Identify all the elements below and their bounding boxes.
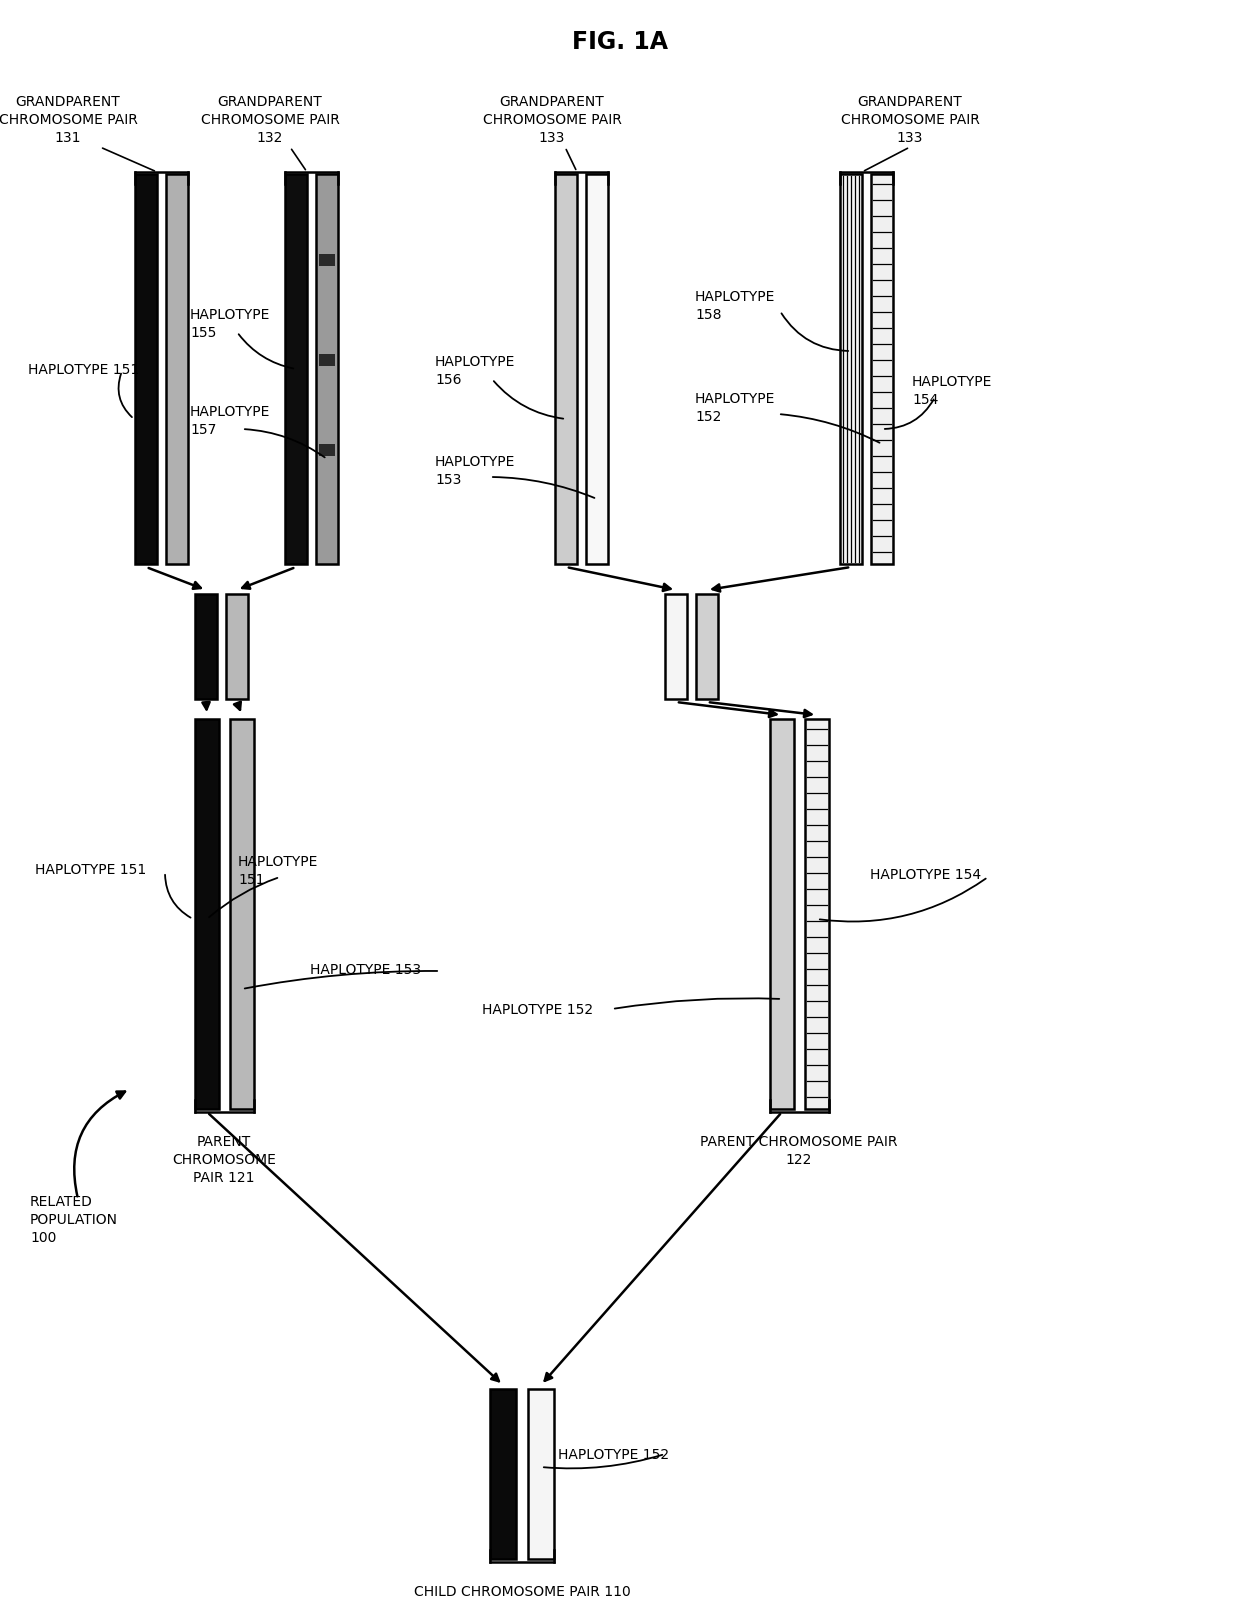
FancyArrowPatch shape — [820, 880, 986, 921]
FancyArrowPatch shape — [781, 416, 879, 443]
FancyArrowPatch shape — [165, 875, 191, 918]
Bar — [528, 1390, 554, 1558]
FancyArrowPatch shape — [291, 151, 305, 170]
Bar — [319, 445, 335, 457]
Text: HAPLOTYPE 154: HAPLOTYPE 154 — [870, 867, 981, 881]
Text: HAPLOTYPE
155: HAPLOTYPE 155 — [190, 308, 270, 340]
Text: HAPLOTYPE 153: HAPLOTYPE 153 — [310, 963, 422, 976]
Text: PARENT
CHROMOSOME
PAIR 121: PARENT CHROMOSOME PAIR 121 — [172, 1135, 277, 1184]
Bar — [587, 175, 608, 565]
FancyArrowPatch shape — [103, 149, 155, 172]
FancyArrowPatch shape — [244, 430, 325, 457]
Bar — [195, 594, 217, 700]
Bar — [556, 175, 577, 565]
Text: HAPLOTYPE 151: HAPLOTYPE 151 — [29, 363, 139, 377]
FancyArrowPatch shape — [244, 971, 438, 989]
Text: HAPLOTYPE
157: HAPLOTYPE 157 — [190, 404, 270, 437]
FancyArrowPatch shape — [492, 478, 594, 499]
Text: HAPLOTYPE
158: HAPLOTYPE 158 — [694, 291, 775, 321]
Text: RELATED
POPULATION
100: RELATED POPULATION 100 — [30, 1194, 118, 1244]
Text: HAPLOTYPE
153: HAPLOTYPE 153 — [435, 454, 516, 486]
Text: HAPLOTYPE 152: HAPLOTYPE 152 — [482, 1003, 593, 1016]
Text: PARENT CHROMOSOME PAIR
122: PARENT CHROMOSOME PAIR 122 — [701, 1135, 898, 1167]
FancyArrowPatch shape — [544, 1454, 662, 1469]
Bar — [490, 1390, 516, 1558]
Text: GRANDPARENT
CHROMOSOME PAIR
132: GRANDPARENT CHROMOSOME PAIR 132 — [201, 95, 340, 144]
Bar — [229, 719, 254, 1109]
FancyArrowPatch shape — [567, 151, 575, 170]
Bar — [195, 719, 219, 1109]
Bar — [316, 175, 339, 565]
FancyArrowPatch shape — [210, 878, 278, 918]
Bar — [135, 175, 157, 565]
Text: FIG. 1A: FIG. 1A — [572, 30, 668, 55]
Text: HAPLOTYPE 152: HAPLOTYPE 152 — [558, 1448, 670, 1461]
Text: HAPLOTYPE
156: HAPLOTYPE 156 — [435, 355, 516, 387]
Bar — [805, 719, 830, 1109]
FancyArrowPatch shape — [494, 382, 563, 419]
Text: CHILD CHROMOSOME PAIR 110: CHILD CHROMOSOME PAIR 110 — [414, 1584, 630, 1599]
FancyArrowPatch shape — [238, 335, 294, 369]
Bar — [319, 255, 335, 266]
Text: HAPLOTYPE 151: HAPLOTYPE 151 — [35, 862, 146, 876]
FancyArrowPatch shape — [864, 149, 908, 172]
Bar — [696, 594, 718, 700]
Text: GRANDPARENT
CHROMOSOME PAIR
133: GRANDPARENT CHROMOSOME PAIR 133 — [482, 95, 621, 144]
Bar — [319, 355, 335, 368]
FancyArrowPatch shape — [615, 998, 779, 1010]
FancyArrowPatch shape — [119, 374, 131, 417]
Bar — [166, 175, 188, 565]
Text: HAPLOTYPE
152: HAPLOTYPE 152 — [694, 392, 775, 424]
Bar — [665, 594, 687, 700]
FancyArrowPatch shape — [885, 400, 934, 430]
Text: HAPLOTYPE
151: HAPLOTYPE 151 — [238, 854, 319, 886]
Bar — [770, 719, 794, 1109]
Bar — [839, 175, 862, 565]
Text: HAPLOTYPE
154: HAPLOTYPE 154 — [911, 374, 992, 406]
Text: GRANDPARENT
CHROMOSOME PAIR
131: GRANDPARENT CHROMOSOME PAIR 131 — [0, 95, 138, 144]
Bar — [226, 594, 248, 700]
FancyArrowPatch shape — [781, 315, 848, 351]
Bar — [285, 175, 308, 565]
Text: GRANDPARENT
CHROMOSOME PAIR
133: GRANDPARENT CHROMOSOME PAIR 133 — [841, 95, 980, 144]
Bar — [870, 175, 893, 565]
